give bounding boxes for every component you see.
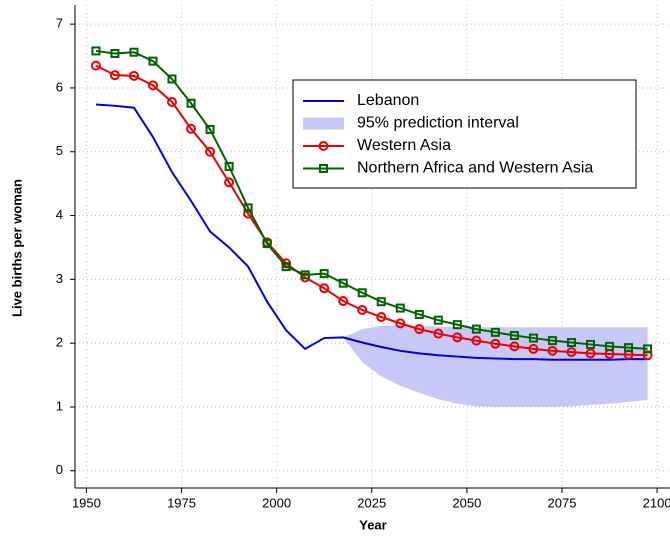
marker xyxy=(471,335,482,346)
marker xyxy=(509,331,519,341)
y-tick-label: 6 xyxy=(56,79,63,94)
x-tick-label: 1950 xyxy=(72,495,101,510)
marker xyxy=(585,348,596,359)
y-tick-label: 5 xyxy=(56,143,63,158)
marker xyxy=(395,318,406,329)
marker xyxy=(566,338,576,348)
x-tick-label: 2000 xyxy=(262,495,291,510)
marker xyxy=(643,344,653,354)
marker xyxy=(586,339,596,349)
marker xyxy=(528,333,538,343)
marker xyxy=(224,177,235,188)
marker xyxy=(186,98,196,108)
marker xyxy=(547,345,558,356)
marker xyxy=(281,262,291,272)
marker xyxy=(490,327,500,337)
x-tick-label: 2050 xyxy=(452,495,481,510)
y-tick-label: 4 xyxy=(56,207,63,222)
marker xyxy=(91,46,101,56)
marker xyxy=(109,70,120,81)
marker xyxy=(148,56,158,66)
marker xyxy=(338,278,348,288)
prediction-interval xyxy=(343,325,648,407)
marker xyxy=(471,324,481,334)
marker xyxy=(186,123,197,134)
marker xyxy=(452,332,463,343)
marker xyxy=(357,288,367,298)
legend-label: 95% prediction interval xyxy=(357,115,519,132)
y-tick-label: 2 xyxy=(56,335,63,350)
marker xyxy=(528,343,539,354)
marker xyxy=(224,161,234,171)
marker xyxy=(433,328,444,339)
marker xyxy=(243,203,253,213)
legend-marker xyxy=(318,141,329,151)
marker xyxy=(128,70,139,81)
marker xyxy=(624,343,634,353)
x-tick-label: 2075 xyxy=(548,495,577,510)
legend-box xyxy=(292,79,637,189)
legend-label: Western Asia xyxy=(357,137,451,154)
marker xyxy=(605,341,615,351)
marker xyxy=(433,315,443,325)
marker xyxy=(147,80,158,91)
marker xyxy=(338,296,349,307)
marker xyxy=(509,341,520,352)
legend-marker xyxy=(319,164,328,173)
marker xyxy=(319,269,329,279)
x-axis-label: Year xyxy=(359,517,386,532)
marker xyxy=(262,239,272,249)
marker xyxy=(167,74,177,84)
marker xyxy=(414,309,424,319)
series-line xyxy=(95,103,648,361)
marker xyxy=(452,320,462,330)
x-tick-label: 2025 xyxy=(357,495,386,510)
marker xyxy=(90,60,101,71)
legend: Lebanon 95% prediction interval Western As… xyxy=(292,79,637,189)
x-tick-label: 2100 xyxy=(643,495,670,510)
marker xyxy=(414,324,425,335)
x-tick-label: 1975 xyxy=(167,495,196,510)
y-tick-label: 1 xyxy=(56,398,63,413)
marker xyxy=(395,303,405,313)
marker xyxy=(642,350,653,361)
marker xyxy=(357,304,368,315)
marker xyxy=(490,338,501,349)
marker xyxy=(129,47,139,57)
marker xyxy=(566,347,577,358)
marker xyxy=(376,312,387,323)
legend-label: Northern Africa and Western Asia xyxy=(357,160,593,177)
marker xyxy=(205,146,216,157)
marker xyxy=(319,283,330,294)
y-tick-label: 3 xyxy=(56,271,63,286)
marker xyxy=(110,48,120,58)
marker xyxy=(167,96,178,107)
y-tick-label: 7 xyxy=(56,16,63,31)
marker xyxy=(547,336,557,346)
marker xyxy=(300,270,310,280)
legend-label: Lebanon xyxy=(357,92,419,109)
y-axis-label: Live births per woman xyxy=(9,179,24,317)
y-tick-label: 0 xyxy=(56,462,63,477)
marker xyxy=(376,297,386,307)
marker xyxy=(205,124,215,134)
